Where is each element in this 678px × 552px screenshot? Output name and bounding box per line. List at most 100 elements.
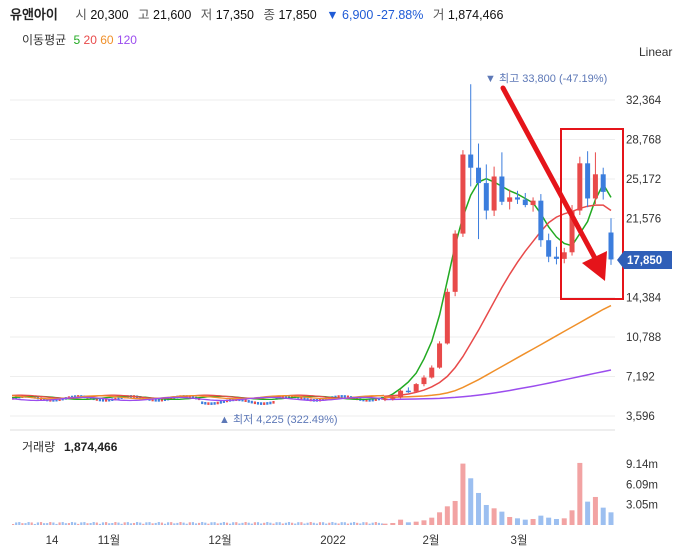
- history-volume-bar: [297, 522, 300, 525]
- price-tick-label: 28,768: [626, 135, 661, 147]
- price-tick-label: 25,172: [626, 174, 661, 186]
- history-candle: [272, 401, 275, 404]
- candle-body: [522, 199, 528, 206]
- volume-bar: [398, 519, 404, 525]
- highlight-box: [560, 128, 624, 300]
- history-volume-bar: [67, 523, 70, 525]
- volume-bar: [553, 518, 559, 525]
- candle-body: [569, 210, 575, 253]
- history-candle: [250, 400, 253, 404]
- volume-bar: [577, 462, 583, 525]
- history-volume-bar: [204, 522, 207, 525]
- candle-body: [452, 233, 458, 292]
- volume-bar: [585, 501, 591, 525]
- history-volume-bar: [281, 523, 284, 525]
- history-volume-bar: [151, 523, 154, 525]
- history-volume-bar: [201, 522, 204, 525]
- ma-line-60: [384, 304, 612, 399]
- history-volume-bar: [377, 522, 380, 525]
- ma-60-label[interactable]: 60: [100, 33, 114, 47]
- ma-20-label[interactable]: 20: [83, 33, 97, 47]
- history-volume-bar: [232, 522, 235, 525]
- candle-body: [460, 154, 466, 234]
- moving-average-legend[interactable]: 이동평균 5 20 60 120: [22, 31, 137, 48]
- volume-bar: [413, 521, 419, 525]
- time-tick-label: 2022: [320, 535, 346, 547]
- history-candle: [371, 398, 374, 402]
- history-candle: [216, 401, 219, 405]
- volume-bar: [483, 504, 489, 525]
- history-volume-bar: [92, 522, 95, 525]
- history-volume-bar: [318, 522, 322, 525]
- history-volume-bar: [39, 522, 43, 525]
- candle-body: [592, 174, 598, 199]
- volume-panel-value: 1,874,466: [64, 440, 118, 454]
- history-volume-bar: [284, 522, 287, 525]
- history-volume-bar: [225, 522, 229, 525]
- current-price-label: 17,850: [627, 255, 662, 267]
- volume-bar: [390, 522, 396, 525]
- history-volume-bar: [123, 522, 126, 525]
- candle-body: [491, 176, 497, 211]
- history-volume-bar: [136, 522, 139, 525]
- history-volume-bar: [247, 522, 250, 525]
- history-volume-bar: [269, 522, 272, 525]
- stock-name: 유앤아이: [10, 7, 58, 22]
- close-value: 17,850: [278, 8, 317, 22]
- time-axis-ticks: 14 11월 12월 2022 2월 3월: [46, 534, 528, 547]
- history-volume-bar: [263, 522, 266, 525]
- history-volume-bar: [52, 522, 55, 525]
- candle-body: [546, 240, 552, 257]
- volume-label: 거: [432, 8, 445, 22]
- ma-5-label[interactable]: 5: [73, 33, 81, 47]
- candle-body: [398, 390, 404, 398]
- history-volume-bar: [120, 523, 123, 525]
- history-volume-bar: [105, 522, 108, 525]
- history-volume-bar: [30, 522, 33, 525]
- candle-body: [600, 174, 606, 192]
- scale-mode-toggle[interactable]: Linear: [639, 45, 673, 59]
- history-candle: [269, 401, 272, 405]
- history-volume-bar: [43, 523, 46, 525]
- current-price-marker: 17,850: [617, 251, 672, 269]
- volume-bar: [491, 508, 497, 525]
- change-value: ▼ 6,900 -27.88%: [326, 8, 424, 22]
- high-annotation: ▼ 최고 33,800 (-47.19%): [485, 72, 607, 85]
- volume-bar: [444, 506, 450, 525]
- price-tick-label: 7,192: [626, 372, 655, 384]
- history-volume-bar: [362, 522, 365, 525]
- ma-line-120: [384, 369, 612, 401]
- history-volume-bar: [371, 522, 374, 525]
- candle-body: [421, 377, 427, 385]
- history-volume-bar: [303, 523, 306, 525]
- history-volume-bar: [188, 522, 191, 525]
- ma-120-label[interactable]: 120: [116, 33, 137, 47]
- history-volume-bar: [374, 522, 377, 525]
- history-volume-bar: [49, 522, 52, 525]
- volume-bar: [569, 510, 575, 525]
- volume-tick-label: 3.05m: [626, 500, 658, 512]
- history-volume-bar: [210, 522, 213, 525]
- history-volume-bar: [89, 523, 92, 525]
- history-candle: [368, 399, 371, 402]
- history-volume-bar: [365, 522, 368, 525]
- volume-bar: [405, 522, 411, 525]
- candle-body: [499, 176, 505, 202]
- history-volume-bar: [55, 523, 58, 525]
- history-volume-bar: [117, 522, 120, 525]
- volume-bar: [522, 519, 528, 525]
- history-volume-bar: [300, 522, 303, 525]
- history-volume-bar: [27, 522, 30, 525]
- close-label: 종: [263, 8, 275, 22]
- low-label: 저: [200, 8, 213, 22]
- volume-bar: [514, 518, 520, 525]
- history-candle: [43, 398, 46, 401]
- history-candle: [303, 397, 306, 401]
- history-volume-bar: [33, 523, 36, 525]
- volume-axis-ticks: 9.14m 6.09m 3.05m: [626, 459, 658, 512]
- down-trend-arrow: [500, 85, 607, 281]
- history-volume-bar: [148, 522, 151, 525]
- ma-line-5: [384, 177, 612, 399]
- high-value: 21,600: [153, 8, 192, 22]
